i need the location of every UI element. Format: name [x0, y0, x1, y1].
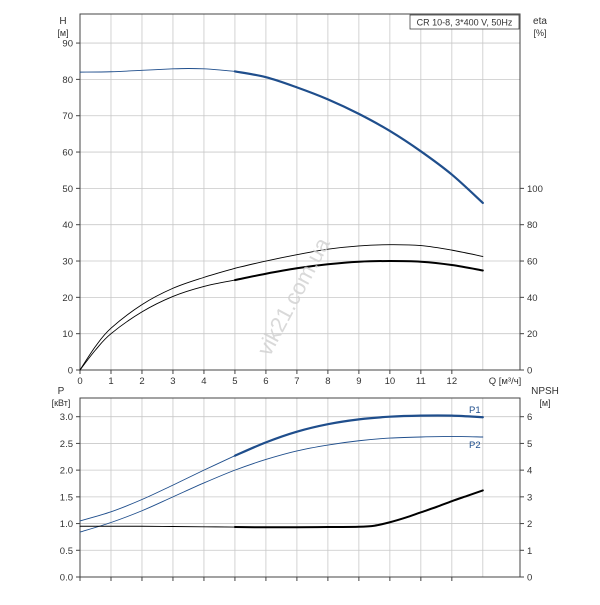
- right-axis-ticks: 0 20 40 60 80 100: [520, 184, 543, 377]
- right-tick-label: 5: [527, 439, 532, 450]
- left-axis-title: P: [58, 386, 65, 397]
- x-tick-label: 0: [77, 376, 82, 387]
- series-label-p1: P1: [469, 405, 481, 416]
- x-tick-label: 10: [385, 376, 396, 387]
- left-tick-label: 40: [62, 220, 73, 231]
- right-tick-label: 0: [527, 573, 532, 584]
- series-line-p2: [79, 436, 484, 533]
- left-tick-label: 3.0: [60, 412, 73, 423]
- right-axis-title: NPSH: [531, 386, 559, 397]
- right-tick-label: 6: [527, 412, 532, 423]
- left-tick-label: 20: [62, 293, 73, 304]
- series-line-eta_outer: [234, 244, 484, 269]
- series-line-npsh: [233, 489, 484, 529]
- left-tick-label: 10: [62, 329, 73, 340]
- series-group: [79, 68, 484, 371]
- right-axis-title: eta: [533, 16, 547, 27]
- watermark: vik21.com.ua: [252, 233, 335, 360]
- x-tick-label: 5: [232, 376, 237, 387]
- series-line-npsh_thin: [79, 525, 236, 528]
- left-tick-label: 1.5: [60, 492, 73, 503]
- grid-lines: [80, 398, 520, 577]
- left-tick-label: 0.0: [60, 573, 73, 584]
- x-tick-label: 4: [201, 376, 206, 387]
- plot-frame: [79, 397, 521, 578]
- x-tick-label: 2: [139, 376, 144, 387]
- series-line-p1_thin: [79, 455, 236, 522]
- right-axis-unit: [м]: [539, 398, 550, 408]
- right-tick-label: 4: [527, 466, 532, 477]
- left-axis-title: H: [59, 16, 66, 27]
- right-tick-label: 1: [527, 546, 532, 557]
- series-line-eta_outer_thin: [79, 267, 236, 371]
- left-axis-unit: [м]: [57, 28, 68, 38]
- x-tick-label: 6: [263, 376, 268, 387]
- chart-title-box: CR 10-8, 3*400 V, 50Hz: [409, 14, 520, 30]
- series-line-eta_inner: [233, 260, 484, 282]
- x-tick-label: 7: [294, 376, 299, 387]
- left-tick-label: 0.5: [60, 546, 73, 557]
- right-tick-label: 0: [527, 366, 532, 377]
- x-tick-label: 12: [447, 376, 458, 387]
- left-tick-label: 0: [68, 366, 73, 377]
- x-tick-label: 11: [416, 376, 426, 387]
- plot-frame: [79, 13, 521, 371]
- title-box-border: [409, 14, 520, 30]
- left-tick-label: 1.0: [60, 519, 73, 530]
- left-tick-label: 2.0: [60, 466, 73, 477]
- x-tick-label: 1: [108, 376, 113, 387]
- left-axis-ticks: 0.0 0.5 1.0 1.5 2.0 2.5 3.0: [60, 412, 80, 584]
- x-tick-label: 8: [325, 376, 330, 387]
- right-tick-label: 20: [527, 329, 538, 340]
- right-tick-label: 40: [527, 293, 538, 304]
- right-tick-label: 3: [527, 492, 532, 503]
- left-axis-unit: [кВт]: [52, 398, 71, 408]
- right-tick-label: 80: [527, 220, 538, 231]
- bottom-panel: 0.0 0.5 1.0 1.5 2.0 2.5 3.0 0 1 2 3 4 5 6 P[кВт] NPSH[м…: [52, 386, 559, 584]
- left-tick-label: 90: [62, 39, 73, 50]
- grid-lines: [80, 14, 520, 370]
- x-tick-label: 3: [170, 376, 175, 387]
- left-axis-ticks: 0 10 20 30 40 50 60 70 80 90: [62, 39, 80, 377]
- right-axis-ticks: 0 1 2 3 4 5 6: [520, 412, 532, 584]
- left-tick-label: 30: [62, 257, 73, 268]
- right-axis-unit: [%]: [533, 28, 546, 38]
- x-axis-ticks: 0 1 2 3 4 5 6 7 8 9 10 11 12: [77, 370, 457, 387]
- series-line-head_thin: [79, 68, 236, 73]
- right-tick-label: 100: [527, 184, 543, 195]
- series-line-eta_inner_thin: [79, 279, 236, 371]
- left-tick-label: 70: [62, 111, 73, 122]
- series-line-head: [233, 70, 484, 204]
- series-group: [79, 414, 484, 533]
- right-tick-label: 2: [527, 519, 532, 530]
- series-line-p1: [233, 414, 484, 457]
- x-tick-label: 9: [356, 376, 361, 387]
- chart-title: CR 10-8, 3*400 V, 50Hz: [417, 18, 513, 28]
- left-tick-label: 50: [62, 184, 73, 195]
- left-tick-label: 2.5: [60, 439, 73, 450]
- left-tick-label: 60: [62, 148, 73, 159]
- left-tick-label: 80: [62, 75, 73, 86]
- right-tick-label: 60: [527, 257, 538, 268]
- x-axis-ticks: [79, 577, 453, 581]
- series-label-p2: P2: [469, 440, 481, 451]
- x-axis-label: Q [м³/ч]: [489, 376, 522, 387]
